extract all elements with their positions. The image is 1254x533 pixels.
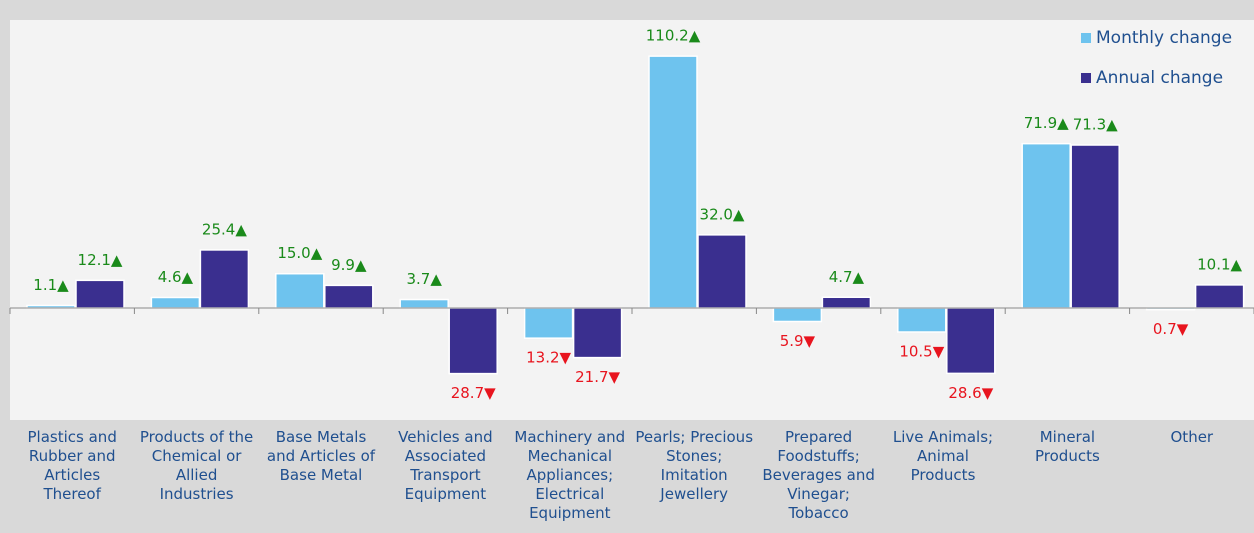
bar bbox=[199, 249, 250, 309]
bar bbox=[75, 279, 125, 309]
x-tick-label: Prepared Foodstuffs; Beverages and Vineg… bbox=[762, 428, 875, 522]
x-tick-label: Machinery and Mechanical Appliances; Ele… bbox=[514, 428, 626, 522]
data-label: 9.9▲ bbox=[331, 256, 367, 274]
bar bbox=[772, 307, 823, 323]
data-label: 12.1▲ bbox=[78, 251, 123, 269]
data-label: 32.0▲ bbox=[700, 205, 745, 223]
x-tick-label: Mineral Products bbox=[1035, 428, 1100, 465]
bar bbox=[324, 284, 374, 309]
data-label: 5.9▼ bbox=[780, 332, 816, 350]
data-label: 71.3▲ bbox=[1073, 116, 1118, 134]
bar bbox=[572, 307, 623, 359]
bar bbox=[523, 307, 574, 339]
legend-label: Annual change bbox=[1096, 68, 1223, 88]
data-label: 28.6▼ bbox=[948, 384, 993, 402]
data-label: 25.4▲ bbox=[202, 220, 247, 238]
data-label: 4.6▲ bbox=[158, 268, 194, 286]
legend-label: Monthly change bbox=[1096, 28, 1232, 48]
data-label: 10.1▲ bbox=[1197, 255, 1242, 273]
data-label: 10.5▼ bbox=[899, 343, 944, 361]
bar bbox=[897, 307, 947, 333]
bar bbox=[821, 296, 872, 309]
data-label: 71.9▲ bbox=[1024, 114, 1069, 132]
x-tick-label: Live Animals; Animal Products bbox=[892, 428, 994, 484]
data-label: 0.7▼ bbox=[1153, 320, 1189, 338]
x-tick-label: Vehicles and Associated Transport Equipm… bbox=[398, 428, 493, 503]
legend-swatch bbox=[1081, 73, 1091, 83]
data-label: 15.0▲ bbox=[277, 244, 322, 262]
legend-swatch bbox=[1081, 33, 1091, 43]
data-label: 110.2▲ bbox=[646, 27, 701, 45]
x-tick-label: Pearls; Precious Stones; Imitation Jewel… bbox=[635, 428, 754, 503]
bar bbox=[946, 307, 996, 375]
x-tick-label: Base Metals and Articles of Base Metal bbox=[266, 428, 376, 484]
data-label: 4.7▲ bbox=[829, 268, 865, 286]
bar bbox=[1194, 284, 1245, 309]
bar bbox=[697, 234, 747, 309]
data-label: 28.7▼ bbox=[451, 384, 496, 402]
data-label: 21.7▼ bbox=[575, 368, 620, 386]
bar bbox=[448, 307, 498, 375]
x-tick-label: Other bbox=[1170, 428, 1214, 446]
bar bbox=[648, 55, 698, 309]
data-label: 3.7▲ bbox=[407, 270, 443, 288]
bar bbox=[150, 296, 201, 309]
bar bbox=[1070, 144, 1120, 309]
bar bbox=[399, 298, 449, 309]
bar bbox=[275, 272, 325, 309]
bar bbox=[1021, 142, 1071, 309]
data-label: 1.1▲ bbox=[33, 276, 69, 294]
x-tick-label: Plastics and Rubber and Articles Thereof bbox=[27, 428, 117, 503]
x-tick-label: Products of the Chemical or Allied Indus… bbox=[139, 428, 254, 503]
data-label: 13.2▼ bbox=[526, 349, 571, 367]
